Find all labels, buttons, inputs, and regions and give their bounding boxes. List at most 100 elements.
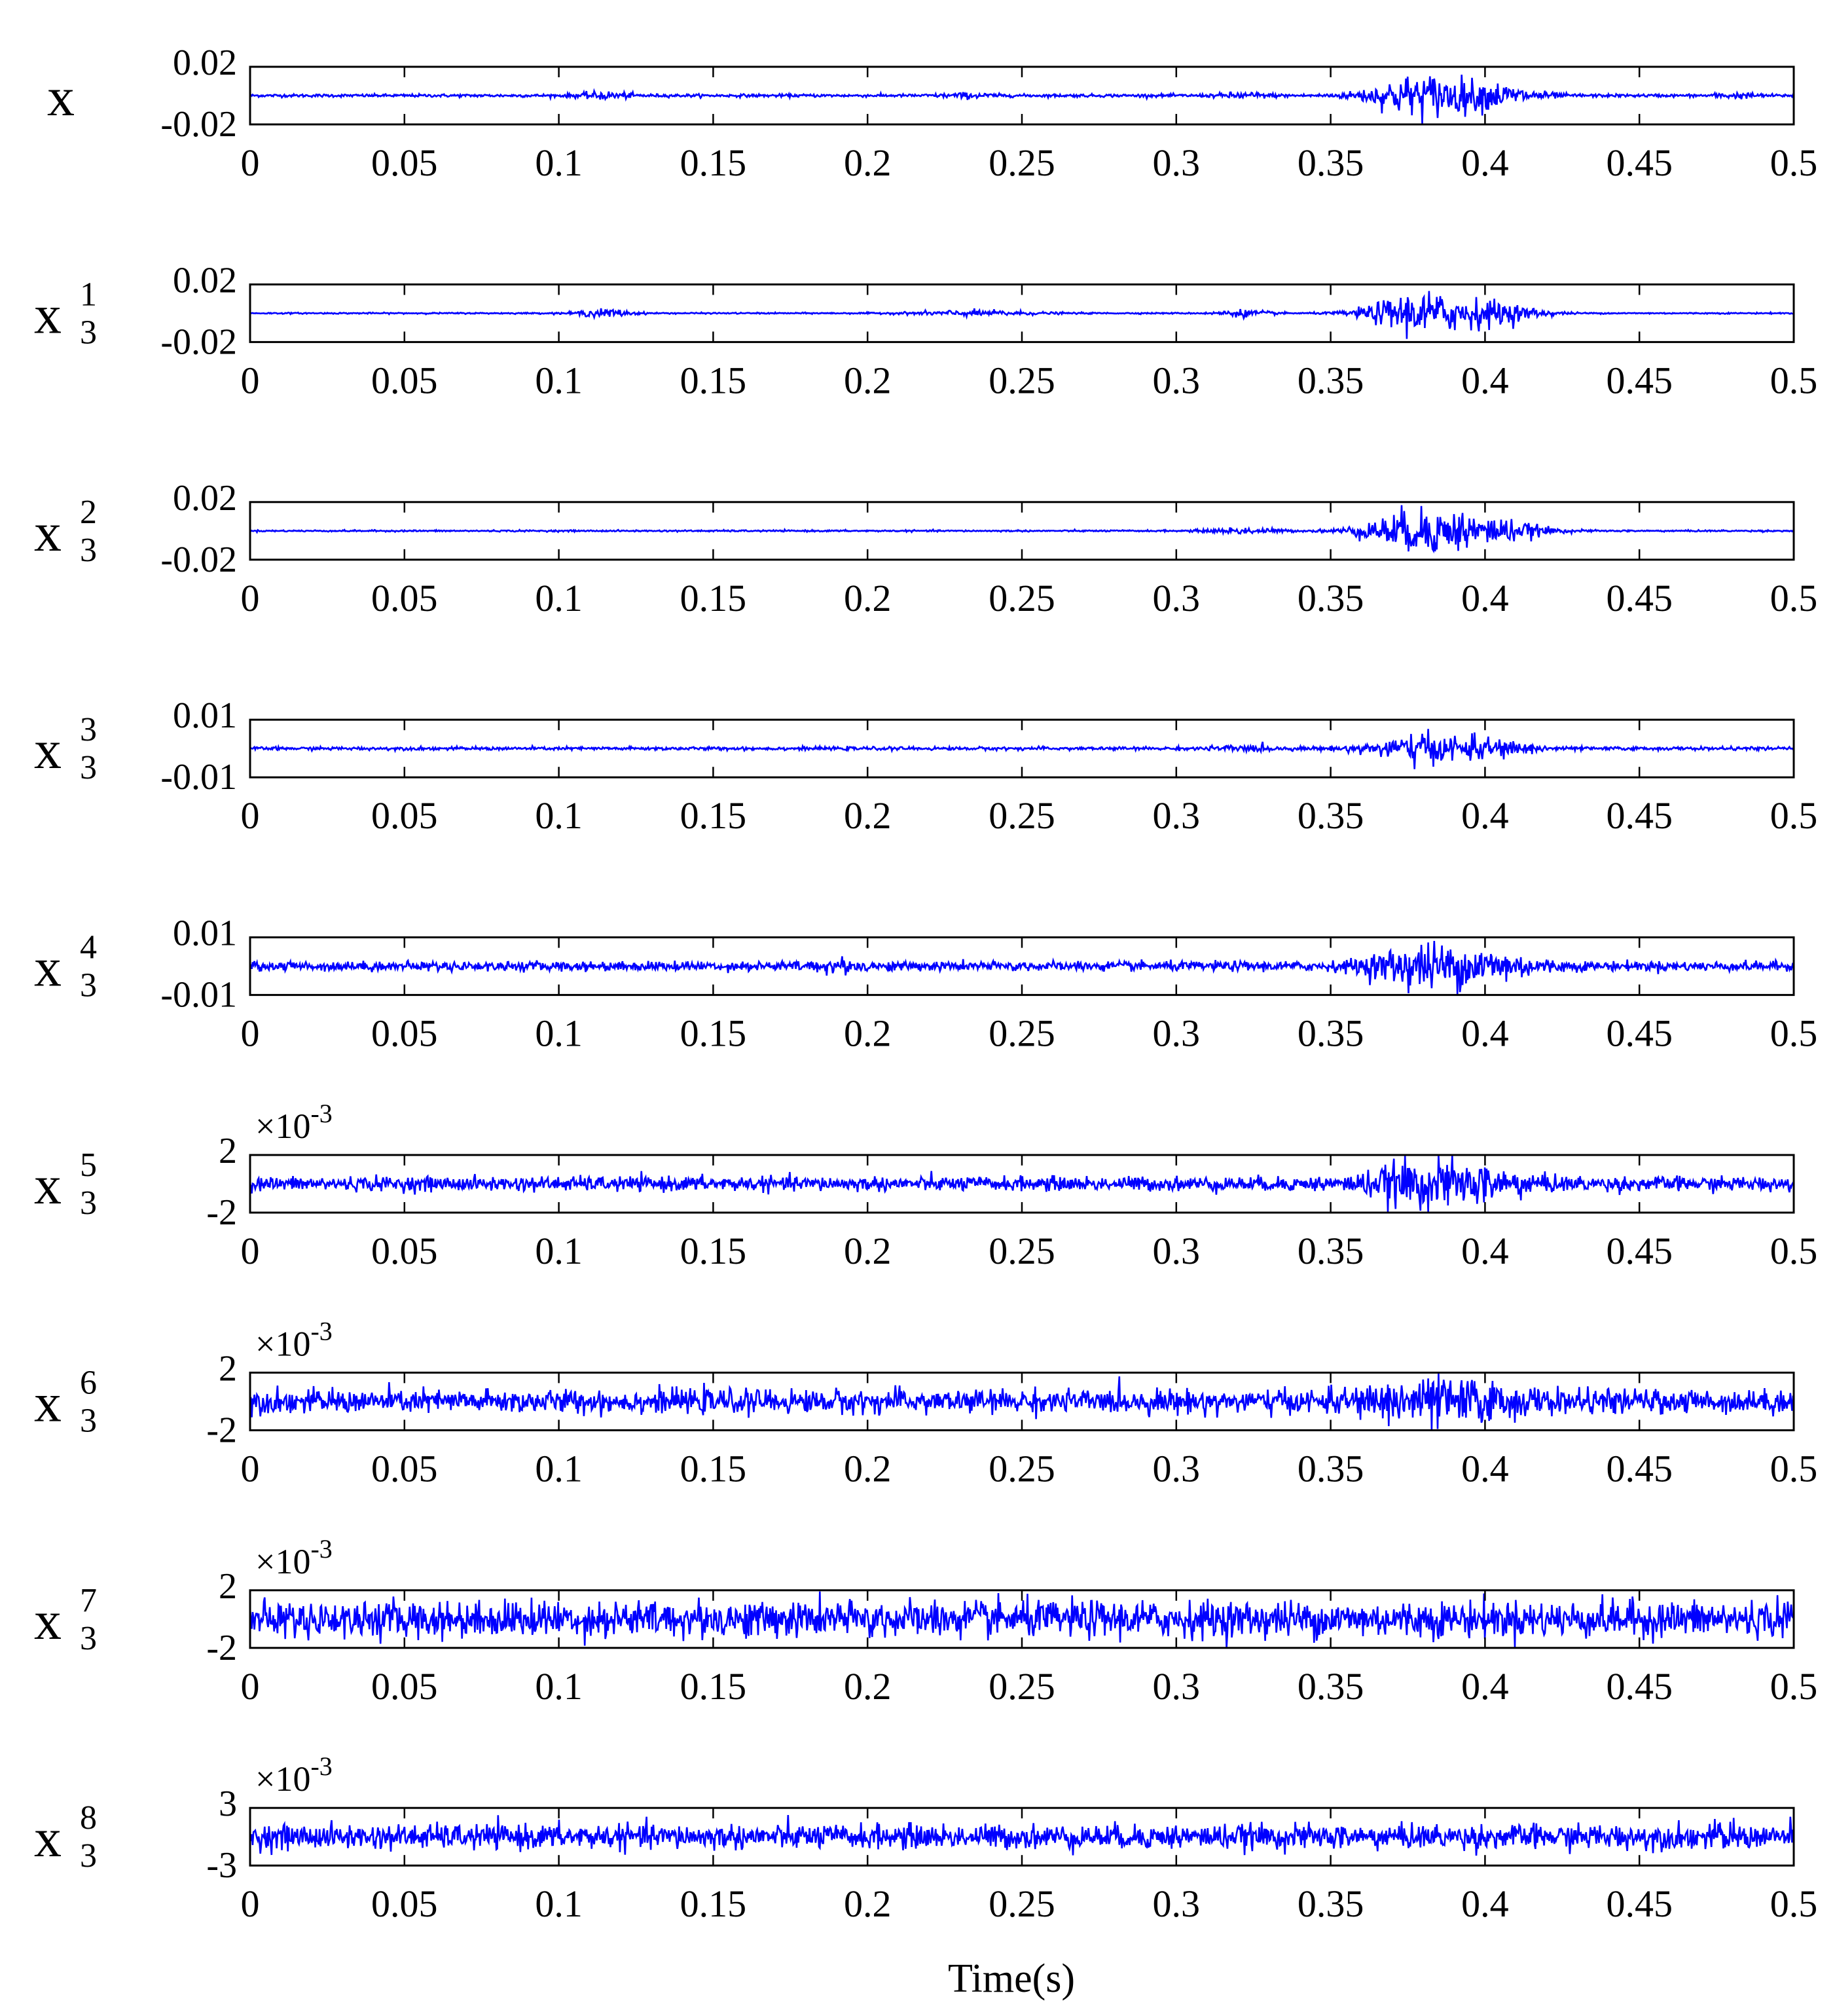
row-label-superscript: 8 — [80, 1799, 97, 1837]
x-tick-label: 0.1 — [535, 359, 583, 401]
x-tick-label: 0.4 — [1461, 1230, 1509, 1272]
x-tick-label: 0.5 — [1770, 1447, 1818, 1490]
x-tick-label: 0.45 — [1606, 1665, 1673, 1708]
signal-trace — [249, 729, 1794, 769]
x-tick-label: 0 — [241, 1447, 260, 1490]
x-tick-label: 0.45 — [1606, 577, 1673, 619]
subplots-layer: 0 0.05 0.1 0.15 0.2 0.25 0.3 0.35 0.4 0.45 0.5 0.02… — [34, 43, 1817, 1925]
x-tick-label: 0.5 — [1770, 141, 1818, 184]
x-tick-label: 0.3 — [1153, 1665, 1201, 1708]
x-tick-label: 0.35 — [1298, 1012, 1364, 1055]
x-tick-label: 0.15 — [680, 141, 747, 184]
row-label-subscript: 3 — [80, 749, 97, 786]
x-tick-label: 0.3 — [1153, 794, 1201, 837]
row-label-base: x — [34, 1372, 62, 1433]
y-tick-label-bottom: -0.01 — [160, 975, 237, 1016]
x-tick-label: 0.15 — [680, 577, 747, 619]
row-label-superscript: 3 — [80, 711, 97, 748]
x-tick-label: 0.5 — [1770, 577, 1818, 619]
x-tick-label: 0.05 — [371, 1230, 438, 1272]
x-tick-label: 0 — [241, 794, 260, 837]
y-tick-label-top: 3 — [219, 1784, 237, 1824]
row-label-subscript: 3 — [80, 1402, 97, 1439]
x-tick-label: 0.2 — [844, 141, 892, 184]
x-tick-label: 0.4 — [1461, 577, 1509, 619]
x-tick-label: 0.2 — [844, 1012, 892, 1055]
x-tick-label: 0.05 — [371, 794, 438, 837]
subplot-7: 0 0.05 0.1 0.15 0.2 0.25 0.3 0.35 0.4 0.45 0.5 2 -2 ×… — [34, 1534, 1817, 1708]
signal-trace — [249, 1155, 1794, 1213]
x-tick-label: 0 — [241, 1230, 260, 1272]
row-label-superscript: 4 — [80, 929, 97, 966]
x-tick-label: 0.45 — [1606, 1447, 1673, 1490]
x-tick-label: 0.05 — [371, 577, 438, 619]
row-label-base: x — [34, 1590, 62, 1651]
x-tick-label: 0.1 — [535, 794, 583, 837]
x-tick-label: 0.35 — [1298, 1447, 1364, 1490]
x-tick-label: 0.2 — [844, 1882, 892, 1925]
x-tick-label: 0.1 — [535, 1882, 583, 1925]
y-tick-label-bottom: -3 — [206, 1845, 237, 1886]
row-label-superscript: 1 — [80, 276, 97, 313]
x-tick-label: 0.5 — [1770, 359, 1818, 401]
row-label-subscript: 3 — [80, 1837, 97, 1875]
subplot-1: 0 0.05 0.1 0.15 0.2 0.25 0.3 0.35 0.4 0.45 0.5 0.02… — [34, 260, 1817, 401]
x-tick-label: 0.35 — [1298, 577, 1364, 619]
x-tick-label: 0.2 — [844, 577, 892, 619]
y-tick-label-top: 2 — [219, 1566, 237, 1607]
x-tick-label: 0.15 — [680, 1447, 747, 1490]
x-tick-label: 0.15 — [680, 794, 747, 837]
y-tick-label-top: 0.01 — [173, 695, 237, 736]
x-tick-label: 0.1 — [535, 1230, 583, 1272]
x-tick-label: 0.4 — [1461, 794, 1509, 837]
subplot-2: 0 0.05 0.1 0.15 0.2 0.25 0.3 0.35 0.4 0.45 0.5 0.02… — [34, 478, 1817, 619]
row-label-base: x — [34, 502, 62, 563]
signal-trace — [249, 505, 1794, 554]
x-tick-label: 0.3 — [1153, 141, 1201, 184]
row-label-base: x — [34, 1808, 62, 1869]
x-tick-label: 0.35 — [1298, 359, 1364, 401]
signal-trace — [249, 940, 1795, 995]
x-tick-label: 0.3 — [1153, 1882, 1201, 1925]
x-tick-label: 0.25 — [989, 1012, 1055, 1055]
row-label-subscript: 3 — [80, 314, 97, 351]
x-tick-label: 0.1 — [535, 1447, 583, 1490]
x-tick-label: 0.05 — [371, 1447, 438, 1490]
x-tick-label: 0.25 — [989, 794, 1055, 837]
row-label-superscript: 7 — [80, 1582, 97, 1619]
x-tick-label: 0.4 — [1461, 141, 1509, 184]
y-tick-label-bottom: -0.02 — [160, 540, 237, 580]
x-tick-label: 0.05 — [371, 1012, 438, 1055]
x-tick-label: 0.5 — [1770, 794, 1818, 837]
x-tick-label: 0.3 — [1153, 577, 1201, 619]
x-tick-label: 0 — [241, 1665, 260, 1708]
signal-trace — [249, 75, 1795, 124]
x-tick-label: 0.4 — [1461, 1882, 1509, 1925]
y-exponent-label: ×10-3 — [255, 1534, 333, 1581]
x-tick-label: 0.45 — [1606, 1012, 1673, 1055]
x-tick-label: 0.45 — [1606, 359, 1673, 401]
x-tick-label: 0.15 — [680, 1665, 747, 1708]
x-tick-label: 0.45 — [1606, 794, 1673, 837]
row-label-superscript: 2 — [80, 494, 97, 531]
x-tick-label: 0 — [241, 577, 260, 619]
x-axis-label: Time(s) — [948, 1956, 1075, 2001]
x-tick-label: 0.45 — [1606, 1230, 1673, 1272]
y-exponent-label: ×10-3 — [255, 1099, 333, 1146]
x-tick-label: 0.4 — [1461, 1447, 1509, 1490]
x-tick-label: 0.05 — [371, 141, 438, 184]
x-tick-label: 0.25 — [989, 359, 1055, 401]
subplot-3: 0 0.05 0.1 0.15 0.2 0.25 0.3 0.35 0.4 0.45 0.5 0.01… — [34, 695, 1817, 837]
x-tick-label: 0.25 — [989, 1447, 1055, 1490]
y-tick-label-top: 0.02 — [173, 478, 237, 519]
x-tick-label: 0.15 — [680, 1230, 747, 1272]
row-label-subscript: 3 — [80, 1620, 97, 1657]
row-label-base: x — [34, 720, 62, 780]
x-tick-label: 0.2 — [844, 1447, 892, 1490]
x-tick-label: 0.25 — [989, 577, 1055, 619]
row-label-base: x — [34, 938, 62, 999]
y-tick-label-top: 2 — [219, 1348, 237, 1389]
signal-trace — [249, 1815, 1795, 1856]
x-tick-label: 0.35 — [1298, 1665, 1364, 1708]
